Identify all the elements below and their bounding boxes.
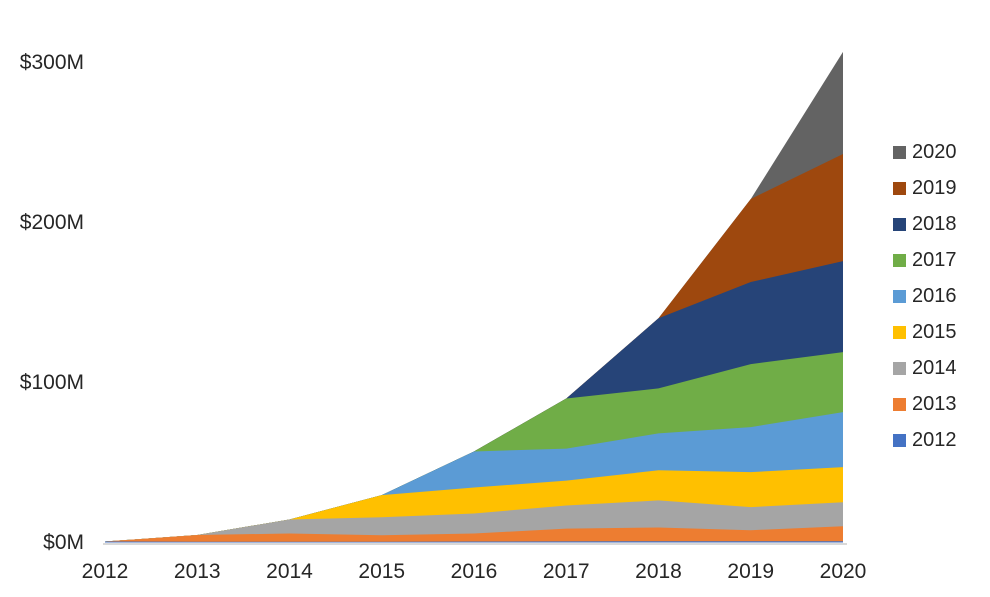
x-axis-tick-label: 2014 bbox=[266, 560, 313, 583]
x-axis-tick-label: 2013 bbox=[173, 560, 221, 583]
legend-swatch-icon bbox=[893, 361, 906, 375]
x-axis-tick-label: 2020 bbox=[819, 560, 867, 583]
legend-swatch-icon bbox=[893, 433, 906, 447]
x-axis-line bbox=[103, 543, 847, 545]
legend-label: 2018 bbox=[912, 213, 957, 235]
legend-label: 2015 bbox=[912, 321, 957, 343]
legend-label: 2017 bbox=[912, 249, 957, 271]
legend-label: 2016 bbox=[912, 285, 957, 307]
legend-item-2019: 2019 bbox=[893, 170, 957, 206]
y-axis-tick-label: $200M bbox=[19, 210, 84, 234]
area-series-2013 bbox=[105, 526, 843, 543]
legend-item-2013: 2013 bbox=[893, 386, 957, 422]
legend-label: 2013 bbox=[912, 393, 957, 415]
legend-label: 2020 bbox=[912, 141, 957, 163]
y-axis-tick-label: $300M bbox=[19, 50, 84, 74]
legend-item-2018: 2018 bbox=[893, 206, 957, 242]
x-axis-tick-label: 2019 bbox=[727, 560, 775, 583]
legend-item-2016: 2016 bbox=[893, 278, 957, 314]
legend-swatch-icon bbox=[893, 397, 906, 411]
legend-label: 2014 bbox=[912, 357, 957, 379]
legend-label: 2012 bbox=[912, 429, 957, 451]
legend-swatch-icon bbox=[893, 181, 906, 195]
legend-swatch-icon bbox=[893, 289, 906, 303]
x-axis-tick-label: 2017 bbox=[542, 560, 590, 583]
chart-legend: 2020 2019 2018 2017 2016 2015 2014 2013 2012 bbox=[893, 134, 957, 458]
legend-swatch-icon bbox=[893, 325, 906, 339]
x-axis-tick-label: 2012 bbox=[81, 560, 129, 583]
area-series-2012 bbox=[105, 541, 843, 543]
legend-item-2017: 2017 bbox=[893, 242, 957, 278]
legend-label: 2019 bbox=[912, 177, 957, 199]
x-axis-tick-label: 2016 bbox=[450, 560, 498, 583]
legend-item-2020: 2020 bbox=[893, 134, 957, 170]
y-axis-tick-label: $0M bbox=[43, 530, 84, 554]
legend-item-2015: 2015 bbox=[893, 314, 957, 350]
legend-item-2014: 2014 bbox=[893, 350, 957, 386]
x-axis-tick-label: 2018 bbox=[635, 560, 682, 583]
legend-swatch-icon bbox=[893, 145, 906, 159]
legend-item-2012: 2012 bbox=[893, 422, 957, 458]
y-axis-tick-label: $100M bbox=[19, 370, 84, 394]
legend-swatch-icon bbox=[893, 253, 906, 267]
legend-swatch-icon bbox=[893, 217, 906, 231]
x-axis-tick-label: 2015 bbox=[358, 560, 406, 583]
